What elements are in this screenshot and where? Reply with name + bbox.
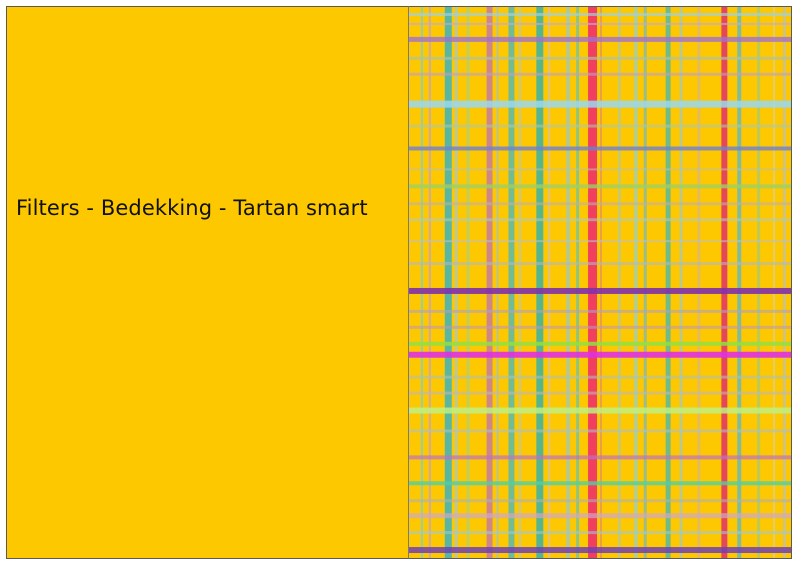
tartan-vertical-stripe (600, 7, 602, 558)
tartan-vertical-stripe (548, 7, 551, 558)
tartan-vertical-stripe (617, 7, 621, 558)
tartan-horizontal-stripe (409, 22, 791, 25)
tartan-horizontal-stripe (409, 287, 791, 294)
tartan-horizontal-stripe (409, 100, 791, 108)
tartan-horizontal-stripe (409, 72, 791, 76)
tartan-vertical-stripe (508, 7, 515, 558)
tartan-horizontal-stripe (409, 240, 791, 243)
tartan-vertical-stripe (721, 7, 728, 558)
tartan-vertical-stripe (783, 7, 787, 558)
tartan-horizontal-stripe (409, 56, 791, 60)
tartan-vertical-stripe (496, 7, 499, 558)
tartan-horizontal-stripe (409, 407, 791, 414)
tartan-horizontal-stripe (409, 124, 791, 128)
tartan-horizontal-stripe (409, 531, 791, 535)
tartan-horizontal-stripe (409, 168, 791, 171)
tartan-pattern-image (409, 7, 791, 558)
tartan-horizontal-stripe (409, 341, 791, 346)
tartan-horizontal-stripe (409, 184, 791, 189)
tartan-horizontal-stripe (409, 218, 791, 222)
tartan-vertical-stripe (643, 7, 647, 558)
tartan-horizontal-stripe (409, 202, 791, 206)
tartan-vertical-stripe (588, 7, 598, 558)
tartan-horizontal-stripe (409, 547, 791, 554)
tartan-horizontal-stripe (409, 375, 791, 379)
tartan-vertical-stripe (737, 7, 742, 558)
tartan-vertical-stripe (576, 7, 580, 558)
tartan-vertical-stripe (697, 7, 701, 558)
tartan-vertical-stripe (633, 7, 638, 558)
tartan-vertical-stripe (428, 7, 431, 558)
tartan-horizontal-stripe (409, 455, 791, 460)
tartan-vertical-stripe (665, 7, 671, 558)
tartan-vertical-stripe (454, 7, 458, 558)
tartan-horizontal-stripe (409, 146, 791, 151)
tartan-horizontal-stripe (409, 351, 791, 358)
tartan-horizontal-stripe (409, 391, 791, 395)
tartan-horizontal-stripe (409, 429, 791, 433)
tartan-vertical-stripe (536, 7, 544, 558)
tartan-vertical-stripe (466, 7, 470, 558)
tartan-vertical-stripe (420, 7, 423, 558)
tartan-horizontal-stripe (409, 481, 791, 486)
tartan-vertical-stripe (773, 7, 776, 558)
tartan-vertical-stripe (486, 7, 493, 558)
tartan-vertical-stripe (757, 7, 761, 558)
tartan-preview (408, 6, 792, 559)
filter-caption: Filters - Bedekking - Tartan smart (16, 196, 368, 220)
tartan-horizontal-stripe (409, 513, 791, 519)
tartan-horizontal-stripe (409, 499, 791, 503)
tartan-horizontal-stripe (409, 36, 791, 42)
info-panel (6, 6, 408, 559)
tartan-horizontal-stripe (409, 309, 791, 313)
tartan-vertical-stripe (518, 7, 522, 558)
tartan-horizontal-stripe (409, 262, 791, 266)
tartan-horizontal-stripe (409, 12, 791, 16)
tartan-vertical-stripe (566, 7, 571, 558)
tartan-vertical-stripe (444, 7, 452, 558)
tartan-horizontal-stripe (409, 325, 791, 329)
tartan-vertical-stripe (679, 7, 683, 558)
